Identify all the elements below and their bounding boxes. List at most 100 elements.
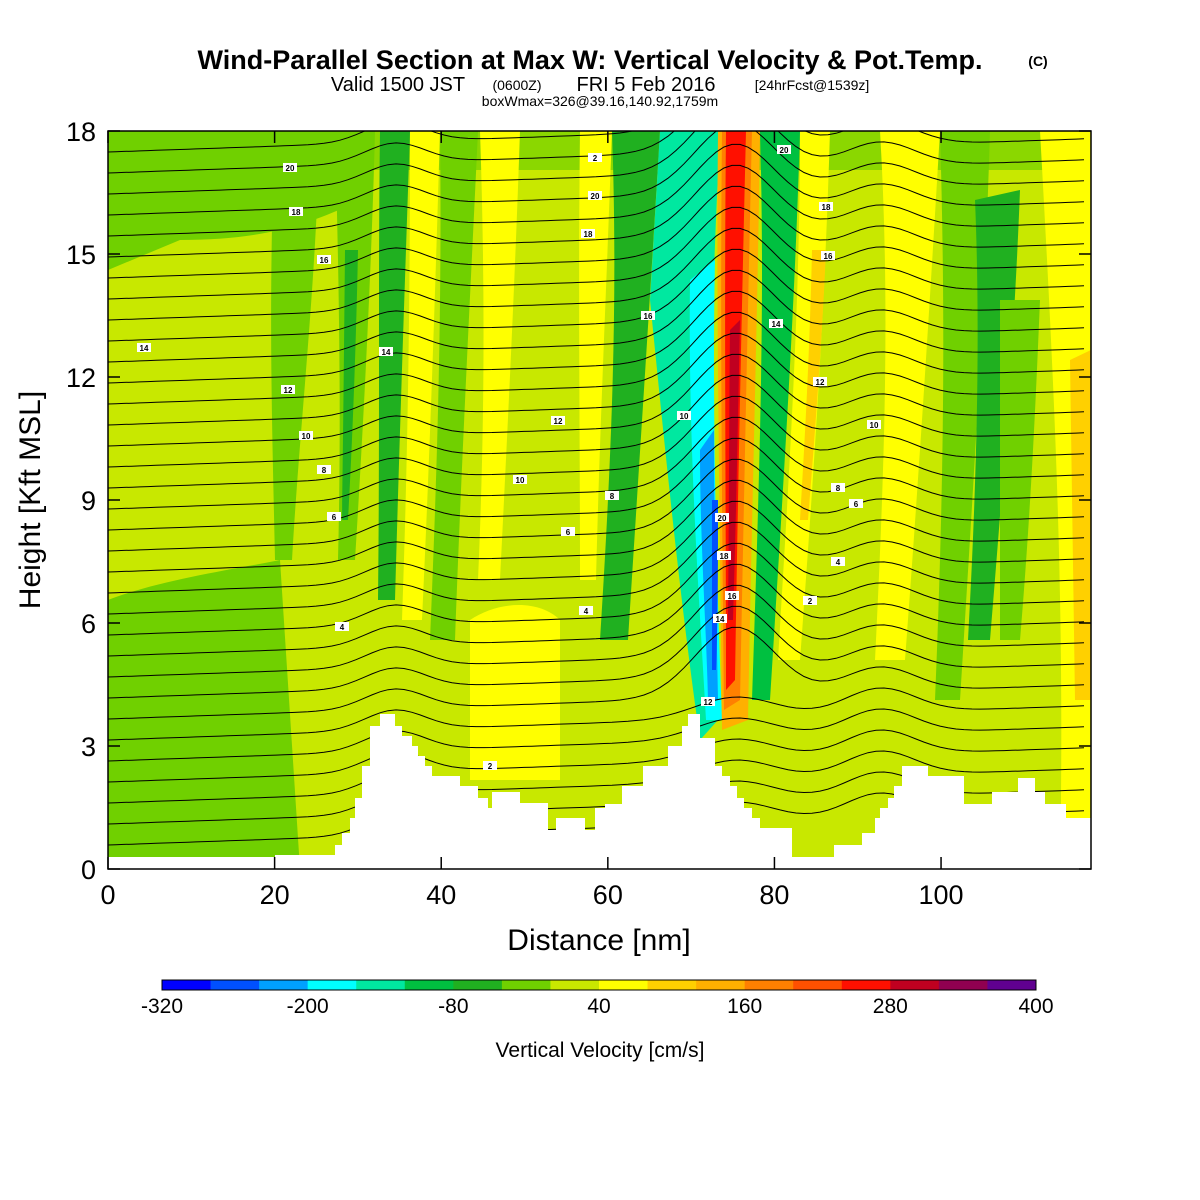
plume-green-20 — [271, 131, 320, 560]
contour-label: 14 — [772, 320, 781, 329]
title-mark: (C) — [1028, 53, 1047, 69]
theta-contour-line — [108, 227, 1085, 321]
colorbar-swatch — [307, 980, 357, 990]
plume-yellow-36 — [402, 131, 440, 620]
contour-label-bg — [335, 622, 349, 631]
contour-label-bg — [831, 557, 845, 566]
contour-label-bg — [813, 377, 827, 386]
contour-label-bg — [588, 153, 602, 162]
contour-label: 14 — [716, 615, 725, 624]
subtitle-valid: Valid 1500 JST — [331, 74, 465, 96]
contour-label: 14 — [140, 344, 149, 353]
theta-contour-line — [108, 626, 1085, 720]
contour-label-bg — [137, 343, 151, 352]
updraft-core — [728, 320, 740, 620]
theta-contour-line — [108, 708, 1085, 762]
theta-contour-line — [108, 185, 1085, 279]
theta-contour-line — [108, 164, 1085, 258]
theta-contour-line — [108, 374, 1085, 468]
theta-contour-line — [108, 416, 1085, 510]
contour-label-bg — [777, 145, 791, 154]
contour-label-bg — [317, 465, 331, 474]
contour-label: 16 — [644, 312, 653, 321]
colorbar-swatch — [356, 980, 406, 990]
y-tick-label: 15 — [66, 240, 96, 270]
contour-label: 2 — [488, 762, 493, 771]
contour-label: 18 — [584, 230, 593, 239]
contour-label: 20 — [718, 514, 727, 523]
band-yellow-95 — [875, 131, 940, 660]
theta-contour-line — [108, 605, 1085, 699]
colorbar-tick-label: -320 — [141, 995, 183, 1018]
contour-label-bg — [867, 420, 881, 429]
theta-contour-line — [108, 750, 1085, 804]
contour-label: 2 — [593, 154, 598, 163]
plume-yellow-58 — [579, 131, 612, 580]
theta-contour-line — [108, 584, 1085, 678]
contour-label: 18 — [292, 208, 301, 217]
x-tick-label: 80 — [759, 880, 789, 910]
y-tick-label: 12 — [66, 363, 96, 393]
theta-contour-line — [108, 458, 1085, 552]
contour-label-bg — [717, 551, 731, 560]
theta-contour-line — [108, 248, 1085, 342]
theta-contour-line — [108, 563, 1085, 657]
contour-label-bg — [581, 229, 595, 238]
contour-label: 12 — [704, 698, 713, 707]
theta-contour-line — [108, 143, 1085, 237]
contour-label-bg — [605, 491, 619, 500]
theta-contour-line — [108, 353, 1085, 447]
theta-contour-line — [108, 395, 1085, 489]
x-tick-label: 40 — [426, 880, 456, 910]
subtitle-date: FRI 5 Feb 2016 — [577, 74, 716, 96]
contour-label: 2 — [808, 597, 813, 606]
contour-label-bg — [588, 191, 602, 200]
theta-contour-line — [108, 206, 1085, 300]
colorbar-frame — [161, 979, 1037, 991]
contour-label-bg — [281, 385, 295, 394]
theta-contour-line — [108, 131, 1085, 195]
downdraft-peak — [712, 500, 718, 670]
contour-label: 18 — [822, 203, 831, 212]
contour-label: 16 — [728, 592, 737, 601]
colorbar-tick-label: -80 — [438, 995, 468, 1018]
contour-label: 6 — [332, 513, 337, 522]
theta-contour-line — [108, 687, 1085, 741]
contour-label-bg — [821, 251, 835, 260]
contour-label: 4 — [340, 623, 345, 632]
subtitle-boxwmax: boxWmax=326@39.16,140.92,1759m — [482, 93, 718, 109]
x-tick-label: 100 — [919, 880, 964, 910]
colorbar-label: Vertical Velocity [cm/s] — [496, 1039, 705, 1062]
contour-label: 6 — [566, 528, 571, 537]
contour-label-bg — [513, 475, 527, 484]
subtitle-utc: (0600Z) — [492, 77, 541, 93]
contour-label-bg — [713, 614, 727, 623]
contour-label-bg — [317, 255, 331, 264]
contour-label: 20 — [591, 192, 600, 201]
contour-label-bg — [551, 416, 565, 425]
contour-label-bg — [769, 319, 783, 328]
chart-title: Wind-Parallel Section at Max W: Vertical… — [198, 45, 983, 75]
colorbar-swatch — [793, 980, 843, 990]
colorbar-tick-label: -200 — [287, 995, 329, 1018]
theta-contour-line — [108, 479, 1085, 573]
contour-label: 16 — [824, 252, 833, 261]
contour-label: 4 — [584, 607, 589, 616]
colorbar-tick-label: 40 — [587, 995, 610, 1018]
contour-label: 12 — [554, 417, 563, 426]
colorbar-swatch — [501, 980, 551, 990]
subtitle-forecast: [24hrFcst@1539z] — [755, 77, 870, 93]
contour-label-bg — [831, 483, 845, 492]
y-tick-label: 0 — [81, 855, 96, 885]
y-axis-label: Height [Kft MSL] — [14, 391, 47, 609]
contour-label: 8 — [610, 492, 615, 501]
theta-contour-line — [108, 542, 1085, 636]
colorbar-tick-label: 400 — [1018, 995, 1053, 1018]
contour-label-bg — [483, 761, 497, 770]
contour-label: 6 — [854, 500, 859, 509]
colorbar-swatch — [841, 980, 891, 990]
colorbar-swatch — [404, 980, 454, 990]
contour-label: 10 — [302, 432, 311, 441]
contour-label: 8 — [836, 484, 841, 493]
contour-label-bg — [327, 512, 341, 521]
